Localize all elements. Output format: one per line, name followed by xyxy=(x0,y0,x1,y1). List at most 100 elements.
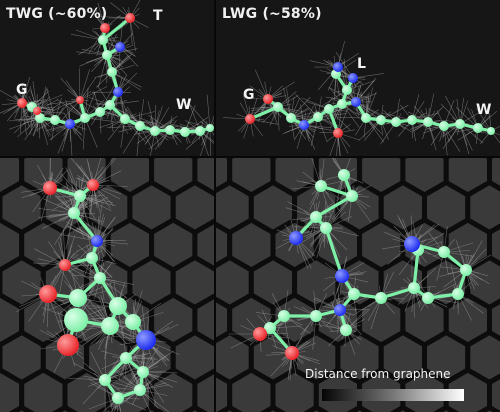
bond xyxy=(72,211,99,243)
conformer-trace xyxy=(79,195,116,207)
graphene-hexagon xyxy=(260,404,286,412)
carbon-atom xyxy=(423,117,433,127)
graphene-hexagon xyxy=(19,367,68,412)
panel-divider-vertical xyxy=(214,0,216,412)
carbon-atom xyxy=(86,252,98,264)
carbon-atom xyxy=(278,310,290,322)
conformer-trace xyxy=(139,389,151,412)
conformer-trace xyxy=(56,99,86,119)
oxygen-atom xyxy=(125,13,135,23)
carbon-atom xyxy=(375,292,387,304)
carbon-atom xyxy=(74,190,86,202)
carbon-atom xyxy=(313,112,323,122)
nitrogen-atom xyxy=(113,87,123,97)
carbon-atom xyxy=(35,113,45,123)
conformer-trace xyxy=(185,127,211,150)
conformer-trace xyxy=(283,88,292,119)
oxygen-atom xyxy=(333,128,343,138)
carbon-atom xyxy=(452,288,464,300)
conformer-trace xyxy=(79,69,90,101)
carbon-atom xyxy=(346,190,358,202)
twg-title: TWG (~60%) xyxy=(6,6,108,22)
carbon-atom xyxy=(69,289,87,307)
carbon-atom xyxy=(438,246,450,258)
scale-label: Distance from graphene xyxy=(305,367,451,381)
conformer-trace xyxy=(188,102,201,132)
carbon-atom xyxy=(180,127,190,137)
carbon-atom xyxy=(206,124,214,132)
carbon-atom xyxy=(337,99,347,109)
lwg-side-view xyxy=(216,0,500,158)
lwg-label-l: L xyxy=(357,56,366,72)
carbon-atom xyxy=(391,117,401,127)
conformer-trace xyxy=(267,81,295,100)
carbon-atom xyxy=(150,126,160,136)
conformer-trace xyxy=(445,95,461,125)
conformer-trace xyxy=(139,389,170,412)
conformer-trace xyxy=(188,102,211,129)
carbon-atom xyxy=(455,119,465,129)
graphene-hexagon xyxy=(476,404,500,412)
graphene-hexagon xyxy=(52,404,78,412)
carbon-atom xyxy=(487,127,495,135)
carbon-atom xyxy=(50,115,60,125)
lwg-label-w: W xyxy=(476,102,492,118)
nitrogen-atom xyxy=(335,269,349,283)
nitrogen-atom xyxy=(333,62,343,72)
carbon-atom xyxy=(80,113,90,123)
carbon-atom xyxy=(135,121,145,131)
oxygen-atom xyxy=(263,94,273,104)
conformer-trace xyxy=(84,117,98,148)
conformer-trace xyxy=(111,71,141,91)
carbon-atom xyxy=(137,366,149,378)
conformer-trace xyxy=(61,99,81,121)
conformer-trace xyxy=(92,158,117,186)
conformer-trace xyxy=(57,123,71,154)
carbon-atom xyxy=(361,113,371,123)
carbon-atom xyxy=(310,211,322,223)
carbon-atom xyxy=(407,115,417,125)
carbon-atom xyxy=(315,180,327,192)
lwg-title: LWG (~58%) xyxy=(222,6,322,22)
carbon-atom xyxy=(473,123,483,133)
conformer-trace xyxy=(102,397,119,412)
carbon-atom xyxy=(105,100,115,110)
oxygen-atom xyxy=(57,334,79,356)
carbon-atom xyxy=(348,288,360,300)
twg-label-g: G xyxy=(16,82,28,98)
oxygen-atom xyxy=(253,327,267,341)
conformer-trace xyxy=(139,117,171,131)
nitrogen-atom xyxy=(404,236,420,252)
graphene-hexagon xyxy=(346,404,373,412)
conformer-trace xyxy=(79,86,108,101)
conformer-trace xyxy=(358,119,382,141)
carbon-atom xyxy=(338,169,350,181)
conformer-trace xyxy=(335,52,354,79)
conformer-trace xyxy=(142,371,165,403)
conformer-trace xyxy=(68,377,106,381)
lwg-label-g: G xyxy=(243,87,255,103)
oxygen-atom xyxy=(285,346,299,360)
carbon-atom xyxy=(195,126,205,136)
oxygen-atom xyxy=(33,107,41,115)
lwg-top-view xyxy=(216,158,500,412)
bond xyxy=(412,248,420,290)
carbon-atom xyxy=(439,121,449,131)
conformer-trace xyxy=(122,125,141,154)
carbon-atom xyxy=(310,310,322,322)
conformer-trace xyxy=(129,17,136,52)
conformer-trace xyxy=(254,69,269,100)
twg-side-view xyxy=(0,0,216,158)
carbon-atom xyxy=(165,125,175,135)
graphene-hexagon xyxy=(182,404,208,412)
carbon-atom xyxy=(112,392,124,404)
graphene-hexagon xyxy=(138,404,165,412)
carbon-atom xyxy=(107,67,117,77)
conformer-trace xyxy=(209,119,216,129)
conformer-trace xyxy=(476,108,492,132)
oxygen-atom xyxy=(43,181,57,195)
graphene-hexagon xyxy=(303,404,330,412)
nitrogen-atom xyxy=(65,119,75,129)
conformer-trace xyxy=(36,99,59,112)
lwg-side-svg xyxy=(223,40,500,158)
